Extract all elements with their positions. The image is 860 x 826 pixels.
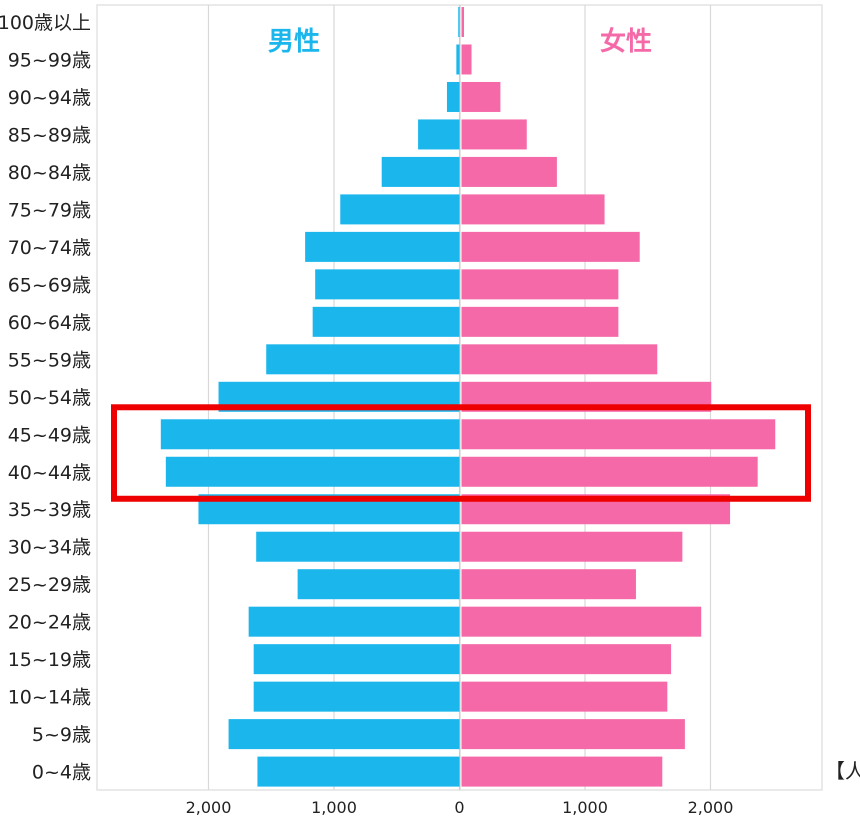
bar-male — [381, 156, 460, 187]
bar-male — [228, 719, 460, 750]
bar-female — [461, 194, 605, 225]
bars — [160, 5, 776, 790]
bar-male — [256, 531, 460, 562]
category-label: 40~44歳 — [8, 462, 91, 484]
category-label: 45~49歳 — [8, 424, 91, 446]
bar-female — [461, 756, 663, 787]
category-label: 70~74歳 — [8, 237, 91, 259]
bar-female — [461, 306, 619, 337]
bar-male — [315, 269, 460, 300]
bar-male — [312, 306, 460, 337]
bar-female — [461, 344, 658, 375]
tick-label: 1,000 — [311, 798, 357, 817]
bar-female — [461, 644, 672, 675]
bar-male — [248, 606, 460, 637]
bar-male — [456, 44, 460, 75]
bar-male — [253, 681, 460, 712]
category-label: 20~24歳 — [8, 612, 91, 634]
bar-male — [297, 569, 460, 600]
bar-female — [461, 119, 527, 150]
bar-male — [257, 756, 460, 787]
category-label: 60~64歳 — [8, 312, 91, 334]
category-label: 0~4歳 — [32, 762, 91, 784]
bar-female — [461, 606, 702, 637]
bar-male — [266, 344, 460, 375]
bar-male — [165, 456, 460, 487]
bar-female — [461, 531, 683, 562]
category-label: 55~59歳 — [8, 349, 91, 371]
category-label: 90~94歳 — [8, 87, 91, 109]
category-label: 15~19歳 — [8, 649, 91, 671]
bar-female — [461, 719, 685, 750]
category-label: 35~39歳 — [8, 499, 91, 521]
bar-female — [461, 569, 636, 600]
category-label: 100歳以上 — [0, 12, 91, 34]
tick-label: 2,000 — [186, 798, 232, 817]
tick-label: 0 — [454, 798, 464, 817]
bar-male — [418, 119, 460, 150]
bar-female — [461, 7, 465, 37]
category-label: 85~89歳 — [8, 124, 91, 146]
bar-female — [461, 456, 758, 487]
bar-female — [461, 269, 619, 300]
bar-female — [461, 156, 557, 187]
category-label: 10~14歳 — [8, 687, 91, 709]
bar-male — [340, 194, 460, 225]
bar-male — [458, 7, 460, 37]
category-label: 30~34歳 — [8, 537, 91, 559]
bar-female — [461, 81, 501, 112]
series-label-female: 女性 — [600, 26, 652, 57]
bar-female — [461, 231, 640, 262]
bar-female — [461, 681, 668, 712]
tick-label: 1,000 — [562, 798, 608, 817]
unit-label: 【人】 — [825, 759, 860, 783]
category-label: 5~9歳 — [32, 724, 91, 746]
bar-male — [253, 644, 460, 675]
bar-male — [160, 419, 460, 450]
bar-female — [461, 44, 472, 75]
category-label: 50~54歳 — [8, 387, 91, 409]
bar-male — [446, 81, 460, 112]
tick-label: 2,000 — [688, 798, 734, 817]
category-label: 95~99歳 — [8, 49, 91, 71]
category-label: 80~84歳 — [8, 162, 91, 184]
highlight-box — [111, 404, 811, 502]
bar-female — [461, 419, 776, 450]
category-label: 65~69歳 — [8, 274, 91, 296]
bar-male — [305, 231, 460, 262]
x-axis-ticks: 2,000 1,000 0 1,000 2,000 — [186, 798, 734, 817]
series-label-male: 男性 — [268, 27, 320, 57]
category-label: 75~79歳 — [8, 199, 91, 221]
category-label: 25~29歳 — [8, 574, 91, 596]
age-category-labels: 100歳以上 95~99歳 90~94歳 85~89歳 80~84歳 75~79歳 70~7… — [0, 12, 91, 784]
